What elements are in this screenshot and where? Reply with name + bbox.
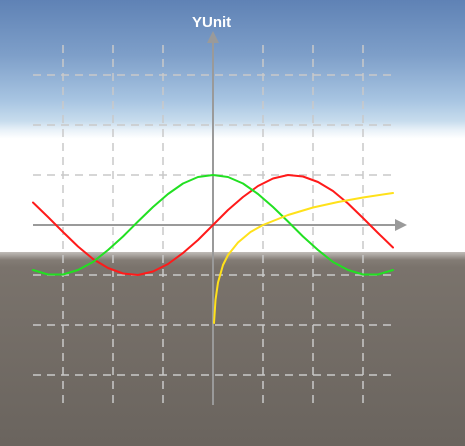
x-axis-label: XUnit: [415, 217, 454, 234]
horizon-glow: [0, 230, 465, 260]
series-line-1: [32, 174, 394, 276]
y-axis-label: YUnit: [192, 14, 231, 31]
series-line-3: [213, 192, 394, 324]
function-curves: [32, 174, 394, 324]
series-line-2: [32, 174, 394, 276]
grid-lines: [33, 45, 393, 405]
sky-background: [0, 0, 465, 252]
axes: [33, 31, 407, 405]
x-axis-arrow: [395, 219, 407, 231]
ground-background: [0, 252, 465, 446]
y-axis-arrow: [207, 31, 219, 43]
